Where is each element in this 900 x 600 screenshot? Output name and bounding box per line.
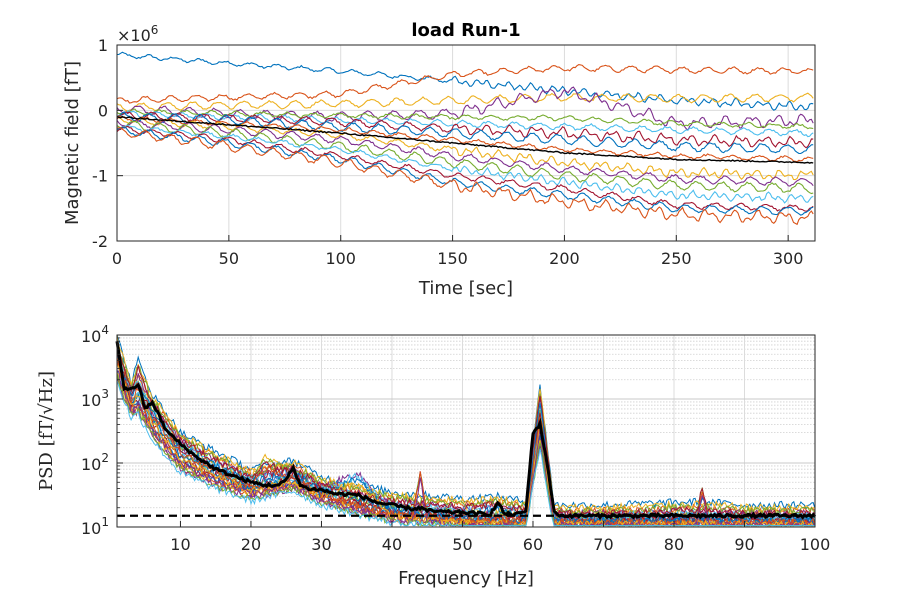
x-tick-label: 60 [523, 535, 543, 554]
y-tick-label: 102 [81, 451, 109, 474]
time-series-line [116, 126, 814, 226]
time-series-line [116, 124, 814, 204]
y-tick-base: 10 [81, 455, 101, 474]
time-series-line [116, 111, 814, 155]
time-series-line [116, 126, 814, 216]
psd-grid [117, 334, 816, 528]
x-tick-label: 100 [325, 249, 356, 268]
x-tick-label: 300 [773, 249, 804, 268]
mean-psd-line [115, 341, 817, 521]
time-series-line [116, 64, 814, 104]
x-axis-label-psd: Frequency [Hz] [398, 568, 534, 589]
time-series-line [116, 120, 814, 195]
x-tick-label: 50 [219, 249, 239, 268]
time-series-line [116, 108, 814, 130]
y-tick-label: 1 [98, 36, 108, 55]
chart-title-time: load Run-1 [411, 20, 520, 41]
y-tick-base: 10 [81, 391, 101, 410]
time-series-line [116, 111, 814, 149]
time-series-line [116, 125, 814, 212]
psd-lines [115, 334, 817, 528]
y-tick-power: 3 [101, 387, 109, 401]
time-series-line [117, 51, 814, 111]
exponent-power: 6 [151, 23, 159, 37]
y-tick-power: 2 [101, 451, 109, 465]
x-axis-label-time: Time [sec] [418, 278, 513, 299]
x-tick-label: 30 [311, 535, 331, 554]
x-tick-label: 40 [382, 535, 402, 554]
y-axis-label-psd: PSD [fT/√Hz] [36, 371, 57, 491]
time-series-axes: 0 50 100 150 200 250 300 -2 -1 0 1 load Run-1 ×106… [62, 20, 816, 299]
y-tick-label: 0 [98, 101, 108, 120]
time-series-line [116, 116, 814, 181]
psd-line [116, 341, 816, 519]
y-tick-label: -1 [92, 167, 108, 186]
y-tick-label: 103 [81, 387, 109, 410]
x-tick-label: 70 [593, 535, 613, 554]
psd-line [116, 380, 816, 527]
x-tick-label: 250 [661, 249, 692, 268]
x-tick-label: 150 [437, 249, 468, 268]
y-tick-label: 101 [81, 515, 109, 538]
y-tick-base: 10 [81, 327, 101, 346]
y-tick-label: -2 [92, 232, 108, 251]
x-tick-label: 200 [549, 249, 580, 268]
y-tick-label: 104 [81, 323, 109, 346]
x-tick-label: 80 [664, 535, 684, 554]
psd-line [116, 334, 816, 513]
x-tick-label: 10 [170, 535, 190, 554]
time-series-line [116, 92, 814, 112]
y-tick-power: 1 [101, 515, 109, 529]
y-axis-label-time: Magnetic field [fT] [62, 61, 83, 225]
exponent-label: ×106 [117, 23, 158, 45]
time-series-lines [116, 51, 814, 226]
time-ticks: 0 50 100 150 200 250 300 -2 -1 0 1 [92, 36, 803, 268]
y-tick-base: 10 [81, 519, 101, 538]
x-tick-label: 0 [112, 249, 122, 268]
x-tick-label: 50 [452, 535, 472, 554]
x-tick-label: 100 [800, 535, 831, 554]
x-tick-label: 90 [734, 535, 754, 554]
y-tick-power: 4 [101, 323, 109, 337]
mean-time-series-line [116, 115, 814, 164]
x-tick-label: 20 [241, 535, 261, 554]
